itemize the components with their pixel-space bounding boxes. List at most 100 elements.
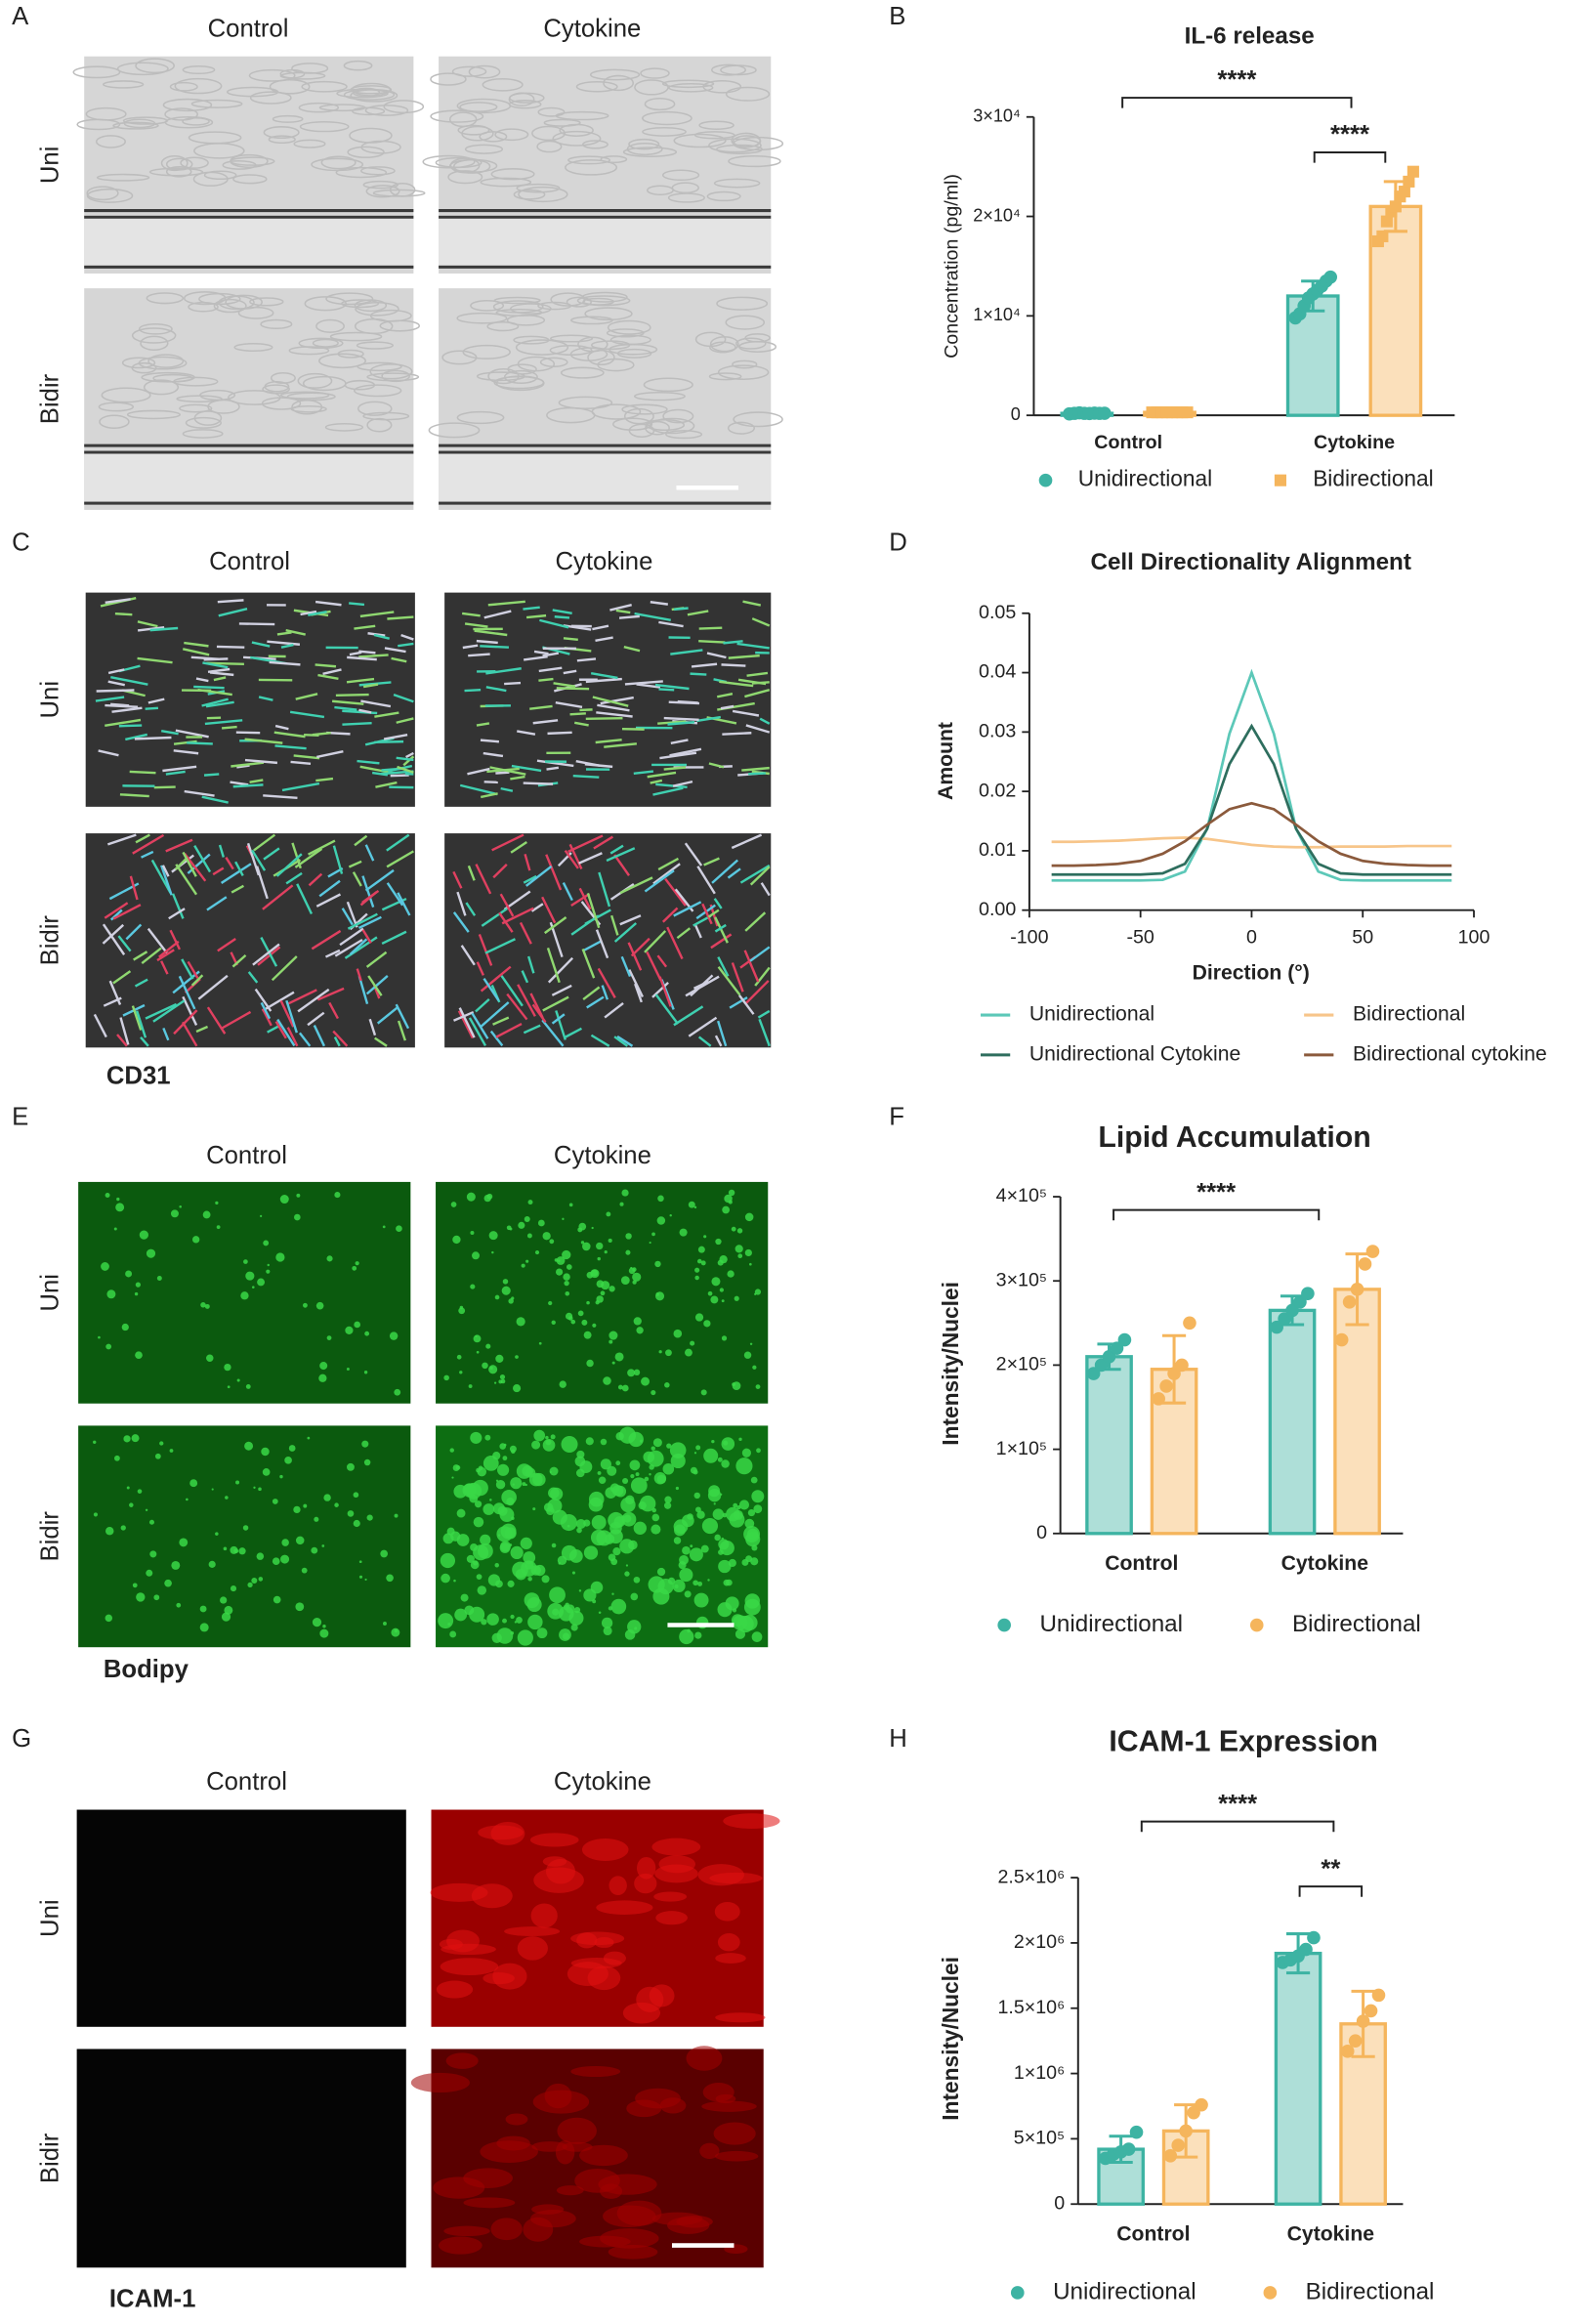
- lipid-droplet: [273, 1595, 281, 1604]
- lipid-droplet: [492, 1502, 505, 1515]
- lipid-droplet: [245, 1383, 251, 1389]
- icam-signal: [504, 1926, 561, 1937]
- lipid-droplet: [665, 1349, 672, 1357]
- lipid-droplet: [580, 1241, 585, 1245]
- lipid-droplet: [750, 1557, 759, 1566]
- lipid-droplet: [526, 1233, 532, 1239]
- cell-texture: [301, 80, 348, 93]
- cell-texture: [138, 322, 173, 335]
- cell-texture: [357, 361, 402, 372]
- cell-border: [375, 781, 398, 788]
- cell-border: [609, 604, 632, 612]
- lipid-droplet: [633, 1317, 642, 1326]
- panel-letter: B: [889, 3, 905, 30]
- lipid-droplet: [225, 1496, 229, 1500]
- cell-texture: [222, 160, 257, 170]
- cell-border: [246, 842, 261, 876]
- lipid-droplet: [106, 1289, 116, 1299]
- lipid-droplet: [609, 1331, 618, 1340]
- lipid-droplet: [571, 1571, 575, 1575]
- cell-border: [298, 1032, 312, 1047]
- lipid-droplet: [267, 1263, 270, 1267]
- data-point: [1340, 2045, 1355, 2058]
- cell-border: [402, 755, 415, 767]
- cell-border: [197, 688, 232, 697]
- lipid-droplet: [394, 1388, 401, 1396]
- data-point: [1121, 2142, 1136, 2156]
- cell-texture: [131, 361, 157, 374]
- lipid-droplet: [179, 1538, 189, 1547]
- cell-border: [485, 667, 522, 675]
- lipid-droplet: [154, 1453, 161, 1459]
- lipid-droplet: [521, 1560, 537, 1577]
- lipid-droplet: [591, 1226, 594, 1230]
- cell-border: [717, 965, 741, 996]
- lipid-droplet: [486, 1613, 499, 1626]
- channel: [84, 214, 414, 266]
- lipid-droplet: [735, 1458, 753, 1475]
- cell-texture: [589, 68, 641, 81]
- lipid-droplet: [507, 1580, 515, 1587]
- lipid-droplet: [486, 1193, 493, 1200]
- cell-border: [758, 1018, 771, 1047]
- icam-signal: [634, 1873, 657, 1894]
- cell-border: [316, 750, 344, 759]
- cell-texture: [510, 303, 552, 315]
- cell-border: [489, 766, 526, 776]
- cell-border: [396, 717, 414, 724]
- lipid-droplet: [752, 1365, 757, 1370]
- lipid-droplet: [295, 1536, 305, 1545]
- lipid-droplet: [494, 1294, 500, 1300]
- lipid-droplet: [651, 1446, 655, 1451]
- lipid-droplet: [568, 1549, 583, 1563]
- lipid-droplet: [583, 1545, 599, 1560]
- lipid-droplet: [358, 1560, 362, 1564]
- data-point: [1171, 2138, 1186, 2152]
- lipid-droplet: [279, 1195, 289, 1204]
- lipid-droplet: [114, 1455, 120, 1461]
- column-label: Control: [206, 1142, 287, 1169]
- cell-border: [197, 974, 229, 1000]
- lipid-droplet: [728, 1558, 736, 1568]
- lipid-droplet: [189, 1479, 198, 1488]
- cell-border: [471, 1012, 489, 1039]
- lipid-droplet: [633, 1369, 641, 1376]
- lipid-droplet: [564, 1280, 569, 1287]
- cell-texture: [312, 338, 339, 348]
- lipid-droplet: [515, 1355, 519, 1359]
- lipid-droplet: [732, 1608, 737, 1613]
- cell-texture: [169, 81, 198, 92]
- cell-texture: [203, 170, 237, 181]
- lipid-droplet: [125, 1270, 133, 1278]
- cell-border: [634, 612, 671, 621]
- data-point: [1181, 406, 1194, 419]
- cell-border: [116, 1034, 128, 1047]
- lipid-droplet: [588, 1491, 605, 1507]
- cell-border: [595, 636, 613, 643]
- lipid-droplet: [191, 1236, 200, 1244]
- cell-border: [153, 785, 176, 789]
- cell-texture: [165, 157, 193, 171]
- lipid-droplet: [288, 1445, 296, 1452]
- data-point: [1371, 1988, 1386, 2003]
- cell-border: [568, 843, 583, 869]
- cell-border: [217, 599, 244, 604]
- lipid-droplet: [615, 1460, 621, 1466]
- lipid-droplet: [105, 1526, 114, 1536]
- lipid-droplet: [721, 1299, 725, 1303]
- cell-border: [546, 766, 560, 771]
- lipid-droplet: [513, 1384, 522, 1393]
- lipid-droplet: [481, 1619, 487, 1626]
- cell-border: [360, 699, 392, 708]
- cell-border: [276, 631, 292, 636]
- lipid-droplet: [649, 1473, 651, 1476]
- y-tick-label: 2×10⁵: [996, 1354, 1047, 1375]
- series-line: [1051, 801, 1452, 867]
- cell-border: [396, 756, 414, 762]
- lipid-droplet: [477, 1466, 487, 1477]
- cell-border: [670, 739, 689, 745]
- cell-border: [552, 609, 572, 615]
- cell-border: [318, 879, 341, 898]
- lipid-droplet: [153, 1594, 160, 1601]
- y-tick-label: 0.00: [979, 899, 1016, 920]
